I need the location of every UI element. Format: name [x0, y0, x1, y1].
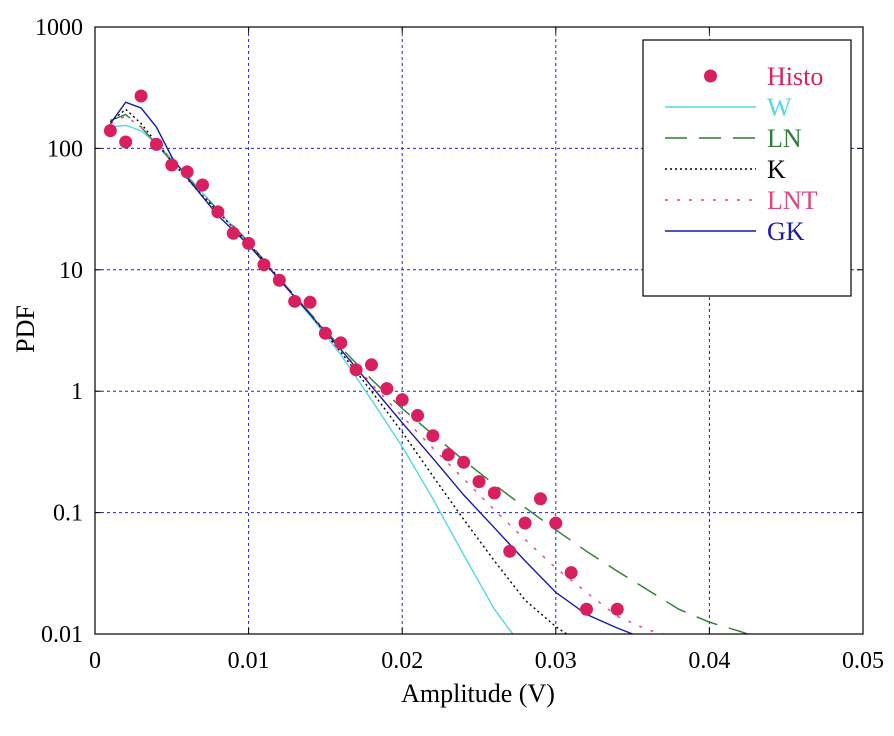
legend-label-w: W	[767, 93, 792, 122]
x-axis-label: Amplitude (V)	[401, 679, 555, 708]
histo-point	[303, 295, 317, 309]
histo-point	[211, 205, 225, 219]
histo-point	[580, 602, 594, 616]
histo-point	[364, 358, 378, 372]
legend-label-k: K	[767, 155, 786, 184]
histo-point	[503, 544, 517, 558]
histo-point	[180, 165, 194, 179]
histo-point	[610, 602, 624, 616]
histo-point	[349, 363, 363, 377]
histo-point	[564, 566, 578, 580]
y-tick-label: 10	[59, 258, 83, 284]
histo-point	[149, 137, 163, 151]
histo-point	[288, 294, 302, 308]
legend-box	[642, 39, 852, 297]
histo-point	[549, 516, 563, 530]
histo-point	[272, 273, 286, 287]
x-tick-label: 0.01	[228, 648, 270, 674]
y-tick-label: 100	[47, 136, 83, 162]
series-line-lnt	[110, 115, 664, 635]
histo-point	[411, 409, 425, 423]
legend-label-lnt: LNT	[767, 186, 818, 215]
histo-point	[318, 326, 332, 340]
histo-point	[242, 236, 256, 250]
plot-frame	[94, 26, 864, 635]
histo-point	[395, 393, 409, 407]
x-tick-label: 0.04	[688, 648, 730, 674]
series-line-w	[110, 124, 514, 635]
histo-point	[441, 448, 455, 462]
y-axis-label: PDF	[11, 305, 40, 353]
x-tick-label: 0.03	[535, 648, 577, 674]
y-tick-label: 0.1	[53, 501, 83, 527]
legend-label-gk: GK	[767, 217, 805, 246]
legend-label-histo: Histo	[767, 62, 823, 91]
x-tick-label: 0.02	[381, 648, 423, 674]
legend-marker-histo	[704, 69, 717, 83]
histo-point	[487, 486, 501, 500]
series-line-k	[109, 108, 567, 635]
histo-point	[165, 158, 179, 172]
plot-series	[103, 89, 749, 635]
y-tick-label: 0.01	[41, 622, 83, 648]
histo-point	[518, 516, 532, 530]
histo-point	[426, 429, 440, 443]
series-line-gk	[109, 101, 633, 635]
histo-point	[472, 475, 486, 489]
histo-point	[119, 135, 133, 149]
x-tick-label: 0.05	[842, 648, 884, 674]
histo-point	[457, 455, 471, 469]
histo-point	[196, 178, 210, 192]
x-tick-label: 0	[89, 648, 101, 674]
y-tick-label: 1	[71, 379, 83, 405]
y-tick-label: 1000	[35, 15, 83, 41]
grid	[95, 27, 863, 634]
histo-point	[380, 382, 394, 396]
histo-point	[533, 492, 547, 506]
histo-point	[334, 336, 348, 350]
histo-point	[226, 226, 240, 240]
histo-point	[134, 89, 148, 103]
histo-point	[257, 258, 271, 272]
histo-point	[103, 124, 117, 138]
legend-label-ln: LN	[767, 124, 802, 153]
